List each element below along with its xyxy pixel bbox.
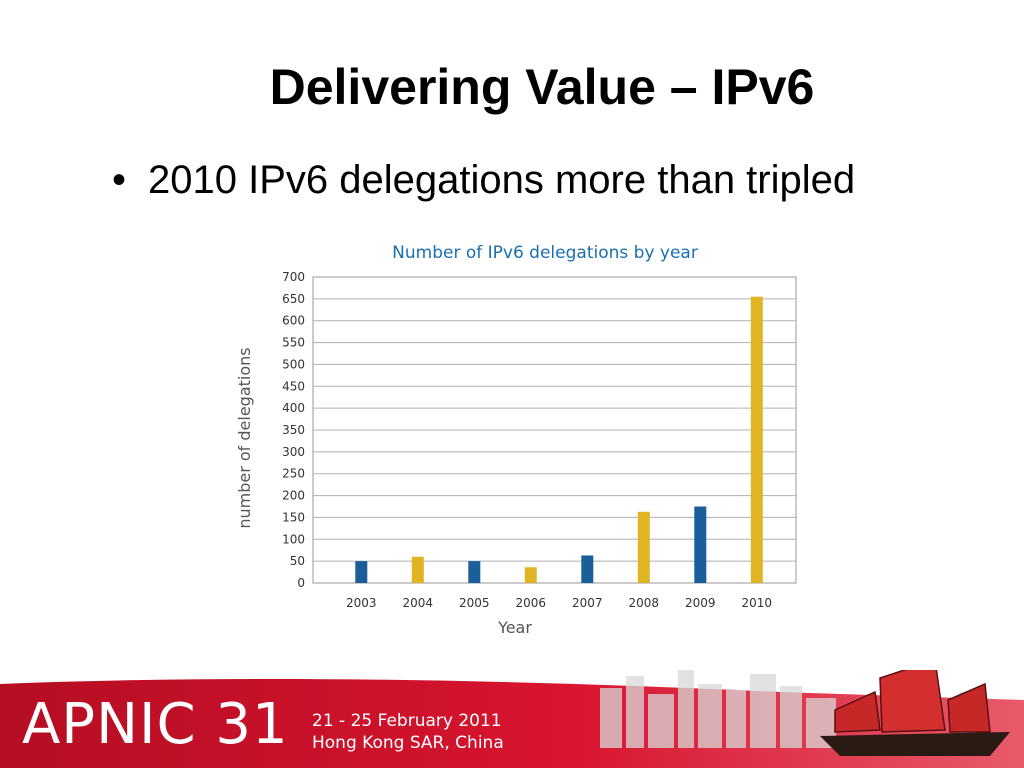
bar-2010	[750, 296, 763, 583]
bar-2006	[524, 567, 537, 583]
bar-2004	[411, 556, 424, 583]
apnic-logo: APNIC 31	[22, 692, 289, 757]
bar-2005	[468, 561, 481, 583]
bullet-text: 2010 IPv6 delegations more than tripled	[148, 158, 856, 202]
event-date: 21 - 25 February 2011	[312, 711, 502, 731]
bars	[355, 296, 763, 583]
y-tick-label: 50	[290, 554, 305, 568]
y-tick-label: 350	[282, 423, 305, 437]
y-tick-label: 700	[282, 270, 305, 284]
y-tick-label: 300	[282, 445, 305, 459]
y-tick-label: 650	[282, 292, 305, 306]
x-tick-label: 2009	[685, 596, 716, 610]
chart-title: Number of IPv6 delegations by year	[392, 243, 698, 263]
gridlines	[313, 298, 796, 562]
y-tick-label: 550	[282, 336, 305, 350]
y-tick-label: 250	[282, 467, 305, 481]
junk-boat-icon	[820, 670, 1010, 756]
bar-2003	[355, 561, 368, 583]
x-axis-ticks: 2003 2004 2005 2006 2007 2008 2009 2010	[346, 596, 772, 610]
y-axis-ticks: 0 50 100 150 200 250 300 350 400 450 500 550 600 650 7…	[282, 270, 305, 590]
y-tick-label: 100	[282, 532, 305, 546]
y-tick-label: 150	[282, 510, 305, 524]
x-tick-label: 2010	[742, 596, 773, 610]
x-axis-label: Year	[497, 618, 532, 637]
bullet-icon: •	[112, 158, 127, 202]
bar-chart: Number of IPv6 delegations by year 0 50 10…	[235, 243, 797, 637]
x-tick-label: 2004	[403, 596, 434, 610]
y-tick-label: 0	[297, 576, 305, 590]
x-tick-label: 2007	[572, 596, 603, 610]
y-tick-label: 400	[282, 401, 305, 415]
footer-artwork	[0, 670, 1024, 768]
event-details: 21 - 25 February 2011 Hong Kong SAR, Chi…	[312, 710, 504, 754]
x-tick-label: 2005	[459, 596, 490, 610]
footer-banner: APNIC 31 21 - 25 February 2011 Hong Kong…	[0, 670, 1024, 768]
y-tick-label: 600	[282, 314, 305, 328]
y-tick-label: 450	[282, 379, 305, 393]
bar-2008	[637, 511, 650, 583]
bar-2009	[694, 506, 707, 583]
bar-2007	[581, 555, 594, 583]
y-tick-label: 500	[282, 357, 305, 371]
x-tick-label: 2003	[346, 596, 377, 610]
slide-title: Delivering Value – IPv6	[269, 59, 815, 115]
x-tick-label: 2006	[516, 596, 547, 610]
y-tick-label: 200	[282, 489, 305, 503]
x-tick-label: 2008	[629, 596, 660, 610]
event-location: Hong Kong SAR, China	[312, 733, 504, 753]
y-axis-label: number of delegations	[235, 347, 254, 528]
bullet-item: • 2010 IPv6 delegations more than tripled	[112, 158, 855, 203]
